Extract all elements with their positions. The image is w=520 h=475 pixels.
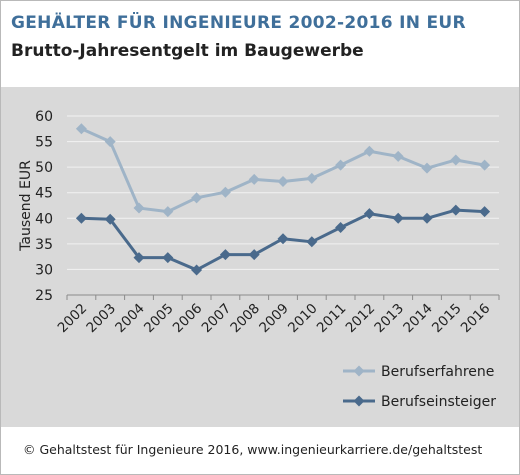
series-berufseinsteiger xyxy=(75,204,491,276)
data-point xyxy=(277,233,289,245)
y-tick-label: 25 xyxy=(35,288,53,304)
x-tick-label: 2014 xyxy=(400,301,436,337)
data-point xyxy=(133,252,145,264)
y-tick-label: 40 xyxy=(35,211,53,227)
label-layer: 25 30 35 40 45 50 55 60 200220032004200520062007… xyxy=(35,109,493,336)
legend-label: Berufseinsteiger xyxy=(381,394,496,410)
data-point xyxy=(75,123,87,135)
data-point xyxy=(75,212,87,224)
x-tick-label: 2006 xyxy=(170,301,206,337)
data-point xyxy=(421,212,433,224)
data-point xyxy=(363,145,375,157)
x-tick-label: 2007 xyxy=(199,301,235,337)
data-point xyxy=(162,252,174,264)
x-tick-label: 2012 xyxy=(343,301,379,337)
chart-title: GEHÄLTER FÜR INGENIEURE 2002-2016 IN EUR xyxy=(11,13,466,33)
x-tick-label: 2016 xyxy=(458,301,494,337)
y-tick-label: 30 xyxy=(35,262,53,278)
footer-credit: © Gehaltstest für Ingenieure 2016, www.i… xyxy=(23,442,483,457)
legend-swatch-marker xyxy=(353,395,365,407)
data-point xyxy=(306,172,318,184)
data-point xyxy=(219,186,231,198)
y-tick-label: 55 xyxy=(35,135,53,151)
data-point xyxy=(363,208,375,220)
plot-panel xyxy=(1,87,519,427)
data-point xyxy=(306,236,318,248)
x-tick-label: 2004 xyxy=(112,301,148,337)
y-tick-label: 60 xyxy=(35,109,53,125)
x-tick-label: 2008 xyxy=(227,301,263,337)
y-tick-label: 50 xyxy=(35,160,53,176)
series-layer xyxy=(75,123,491,276)
y-axis-label: Tausend EUR xyxy=(18,160,34,252)
data-point xyxy=(219,249,231,261)
x-tick-label: 2010 xyxy=(285,301,321,337)
data-point xyxy=(450,204,462,216)
x-tick-label: 2005 xyxy=(141,301,177,337)
data-point xyxy=(335,221,347,233)
y-tick-label: 35 xyxy=(35,237,53,253)
x-tick-label: 2003 xyxy=(83,301,119,337)
data-point xyxy=(104,213,116,225)
data-point xyxy=(277,175,289,187)
x-tick-label: 2002 xyxy=(55,301,91,337)
data-point xyxy=(479,159,491,171)
data-point xyxy=(392,212,404,224)
data-point xyxy=(191,192,203,204)
data-point xyxy=(133,202,145,214)
data-point xyxy=(248,173,260,185)
y-tick-label: 45 xyxy=(35,186,53,202)
data-point xyxy=(421,162,433,174)
chart-subtitle: Brutto-Jahresentgelt im Baugewerbe xyxy=(11,41,364,61)
x-tick-label: 2013 xyxy=(371,301,407,337)
x-tick-label: 2009 xyxy=(256,301,292,337)
axis-layer xyxy=(66,294,500,300)
x-tick-label: 2015 xyxy=(429,301,465,337)
legend-item: Berufseinsteiger xyxy=(343,394,496,410)
data-point xyxy=(104,136,116,148)
x-tick-label: 2011 xyxy=(314,301,350,337)
legend-item: Berufserfahrene xyxy=(343,364,494,380)
data-point xyxy=(248,249,260,261)
series-berufserfahrene xyxy=(75,123,491,218)
data-point xyxy=(450,154,462,166)
data-point xyxy=(479,206,491,218)
data-point xyxy=(335,159,347,171)
data-point xyxy=(392,150,404,162)
legend-swatch-marker xyxy=(353,365,365,377)
data-point xyxy=(162,206,174,218)
legend: Berufserfahrene Berufseinsteiger xyxy=(343,364,496,410)
data-point xyxy=(191,264,203,276)
grid-layer xyxy=(67,115,499,296)
legend-label: Berufserfahrene xyxy=(381,364,494,380)
